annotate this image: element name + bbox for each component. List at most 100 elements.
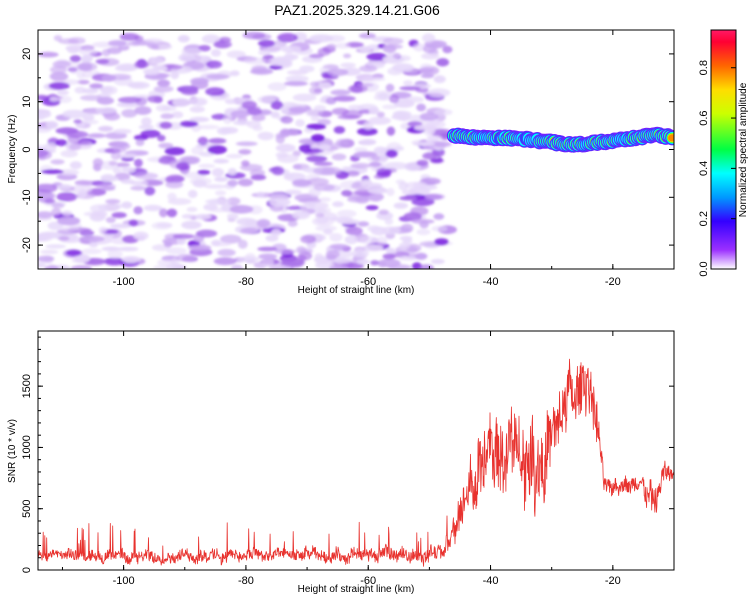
noise-blob: [412, 43, 426, 52]
noise-blob: [392, 63, 415, 73]
noise-blob: [256, 191, 265, 198]
noise-blob: [60, 150, 78, 158]
noise-blob: [57, 216, 81, 226]
noise-blob: [313, 161, 333, 166]
noise-blob: [359, 65, 378, 73]
noise-blob: [172, 233, 195, 239]
noise-blob: [356, 259, 370, 265]
noise-blob: [101, 49, 111, 57]
noise-blob: [325, 250, 340, 259]
noise-blob: [228, 168, 237, 175]
noise-blob: [298, 197, 322, 204]
noise-blob: [296, 246, 307, 254]
noise-blob: [58, 236, 70, 241]
noise-blob: [38, 183, 58, 193]
noise-blob: [95, 58, 110, 65]
noise-blob: [386, 187, 395, 197]
noise-blob: [236, 217, 257, 226]
colorbar-ticks: 0.0 0.2 0.4 0.6 0.8: [698, 60, 736, 277]
noise-blob: [103, 257, 126, 266]
noise-blob: [223, 115, 232, 125]
noise-blob: [207, 198, 232, 206]
x-tick-label: -40: [483, 276, 499, 288]
noise-blob: [332, 201, 344, 208]
snr-x-axis-title: Height of straight line (km): [298, 584, 415, 595]
noise-blob: [258, 49, 271, 56]
noise-blob: [363, 121, 374, 130]
noise-blob: [129, 180, 148, 186]
noise-blob: [49, 96, 59, 102]
noise-blob: [99, 86, 114, 94]
noise-blob: [121, 153, 137, 158]
noise-blob: [427, 88, 451, 97]
noise-blob: [343, 53, 352, 59]
noise-blob: [373, 146, 387, 155]
noise-blob: [367, 187, 389, 194]
noise-blob: [389, 94, 400, 104]
noise-blob: [38, 148, 49, 158]
noise-blob: [152, 65, 169, 71]
noise-blob: [436, 58, 450, 67]
noise-blob: [101, 74, 117, 82]
noise-blob: [282, 54, 295, 62]
noise-blob: [393, 202, 408, 209]
noise-blob: [238, 149, 252, 155]
noise-blob: [309, 86, 323, 95]
noise-blob: [225, 153, 243, 159]
noise-blob: [166, 247, 187, 255]
noise-blob: [157, 79, 171, 87]
noise-blob: [326, 43, 337, 50]
noise-blob: [155, 104, 171, 112]
noise-blob: [399, 195, 417, 201]
noise-blob: [341, 189, 353, 197]
noise-blob: [158, 142, 174, 149]
noise-blob: [348, 104, 365, 111]
noise-blob: [211, 167, 225, 177]
noise-blob: [50, 159, 65, 165]
noise-blob: [51, 207, 62, 217]
noise-blob: [76, 72, 86, 79]
noise-blob: [280, 258, 305, 267]
noise-blob: [275, 143, 296, 153]
noise-blob: [431, 225, 448, 232]
noise-blob: [337, 114, 360, 120]
noise-blob: [163, 241, 173, 248]
noise-blob: [258, 253, 278, 260]
noise-blob: [416, 228, 431, 236]
noise-blob: [38, 109, 52, 119]
noise-blobs: [38, 31, 457, 269]
noise-blob: [280, 116, 294, 124]
noise-blob: [157, 259, 177, 266]
noise-blob: [227, 213, 239, 220]
noise-blob: [213, 257, 237, 266]
noise-blob: [422, 33, 436, 43]
noise-blob: [191, 146, 204, 155]
noise-blob: [201, 34, 221, 44]
noise-blob: [391, 114, 404, 120]
noise-blob: [213, 40, 233, 49]
noise-blob: [419, 112, 439, 121]
noise-blob: [79, 48, 98, 56]
noise-blob: [58, 169, 80, 176]
noise-blob: [134, 35, 144, 42]
noise-blob: [113, 128, 132, 135]
noise-blob: [105, 199, 121, 204]
noise-blob: [376, 236, 388, 246]
noise-blob: [198, 163, 216, 169]
noise-blob: [379, 154, 388, 164]
noise-blob: [355, 82, 374, 88]
noise-blob: [418, 264, 434, 269]
noise-blob: [284, 81, 308, 87]
noise-blob: [246, 120, 261, 129]
noise-blob: [404, 162, 421, 172]
noise-blob: [265, 234, 279, 242]
noise-blob: [178, 53, 196, 62]
noise-blob: [58, 38, 79, 45]
noise-blob: [60, 226, 80, 232]
noise-blob: [49, 71, 69, 81]
noise-blob: [74, 86, 87, 94]
noise-blob: [106, 47, 122, 55]
noise-blob: [210, 49, 222, 57]
noise-blob: [116, 162, 130, 168]
